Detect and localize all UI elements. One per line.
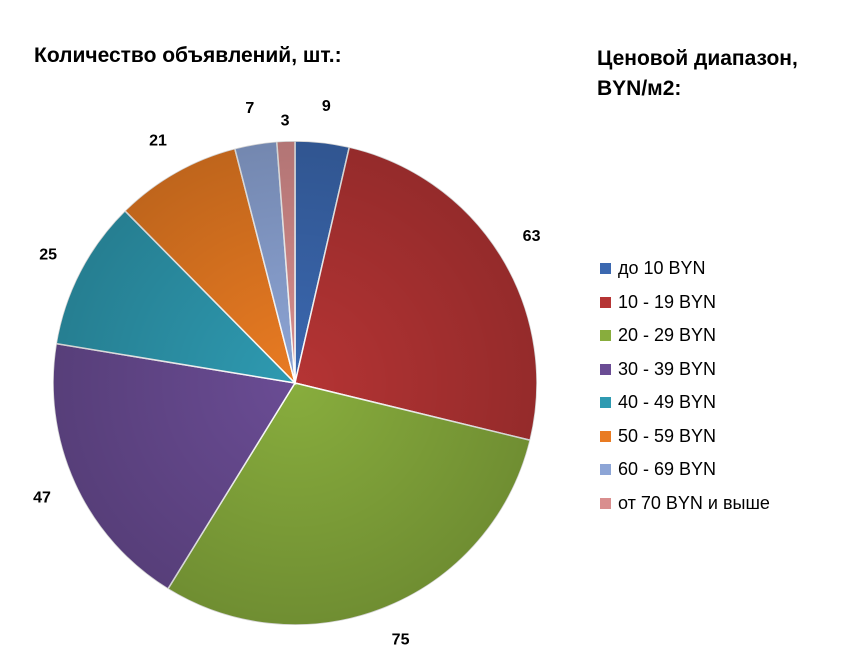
data-label: 9 [322, 98, 331, 115]
legend-item: 20 - 29 BYN [600, 319, 770, 353]
data-label: 25 [39, 246, 57, 263]
legend: до 10 BYN 10 - 19 BYN 20 - 29 BYN 30 - 39 B… [600, 252, 770, 520]
data-label: 75 [392, 631, 410, 648]
chart-title: Количество объявлений, шт.: [34, 44, 342, 67]
legend-item: 40 - 49 BYN [600, 386, 770, 420]
data-label: 47 [33, 489, 51, 506]
legend-item: 50 - 59 BYN [600, 420, 770, 454]
legend-swatch [600, 497, 611, 509]
legend-swatch [600, 363, 611, 375]
legend-swatch [600, 330, 611, 342]
legend-label: 60 - 69 BYN [618, 459, 717, 480]
legend-label: 40 - 49 BYN [618, 392, 717, 413]
legend-swatch [600, 397, 611, 409]
legend-swatch [600, 430, 611, 442]
data-label: 7 [245, 100, 254, 117]
legend-swatch [600, 464, 611, 476]
legend-label: 30 - 39 BYN [618, 358, 717, 379]
legend-title: Ценовой диапазон, BYN/м2: [597, 47, 798, 100]
legend-item: до 10 BYN [600, 252, 770, 286]
data-label: 63 [523, 228, 541, 245]
legend-label: 50 - 59 BYN [618, 425, 717, 446]
legend-label: до 10 BYN [618, 258, 706, 279]
legend-swatch [600, 296, 611, 308]
legend-swatch [600, 263, 611, 275]
legend-label: от 70 BYN и выше [618, 492, 770, 513]
legend-label: 10 - 19 BYN [618, 291, 717, 312]
data-label: 21 [149, 132, 167, 149]
data-label: 3 [281, 112, 290, 129]
legend-label: 20 - 29 BYN [618, 325, 717, 346]
legend-item: от 70 BYN и выше [600, 487, 770, 521]
legend-item: 10 - 19 BYN [600, 286, 770, 320]
legend-item: 30 - 39 BYN [600, 353, 770, 387]
legend-item: 60 - 69 BYN [600, 453, 770, 487]
